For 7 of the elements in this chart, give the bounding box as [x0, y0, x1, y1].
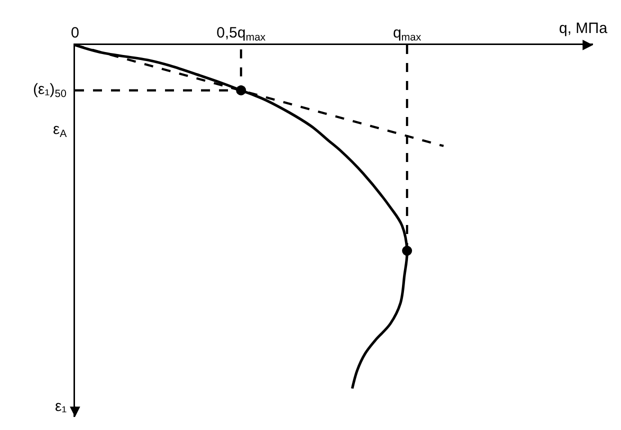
x-tick-label: 0,5q$_{max}$: [216, 24, 266, 44]
text: ε$_{A}$: [53, 121, 67, 140]
y-axis-title: ε₁: [55, 398, 67, 415]
x-tick-label: q$_{max}$: [392, 24, 422, 44]
x-axis-title: q, МПа: [559, 20, 608, 37]
annotation: (ε₁)$_{50}$: [33, 81, 67, 100]
x-tick-label: 0: [70, 24, 80, 42]
